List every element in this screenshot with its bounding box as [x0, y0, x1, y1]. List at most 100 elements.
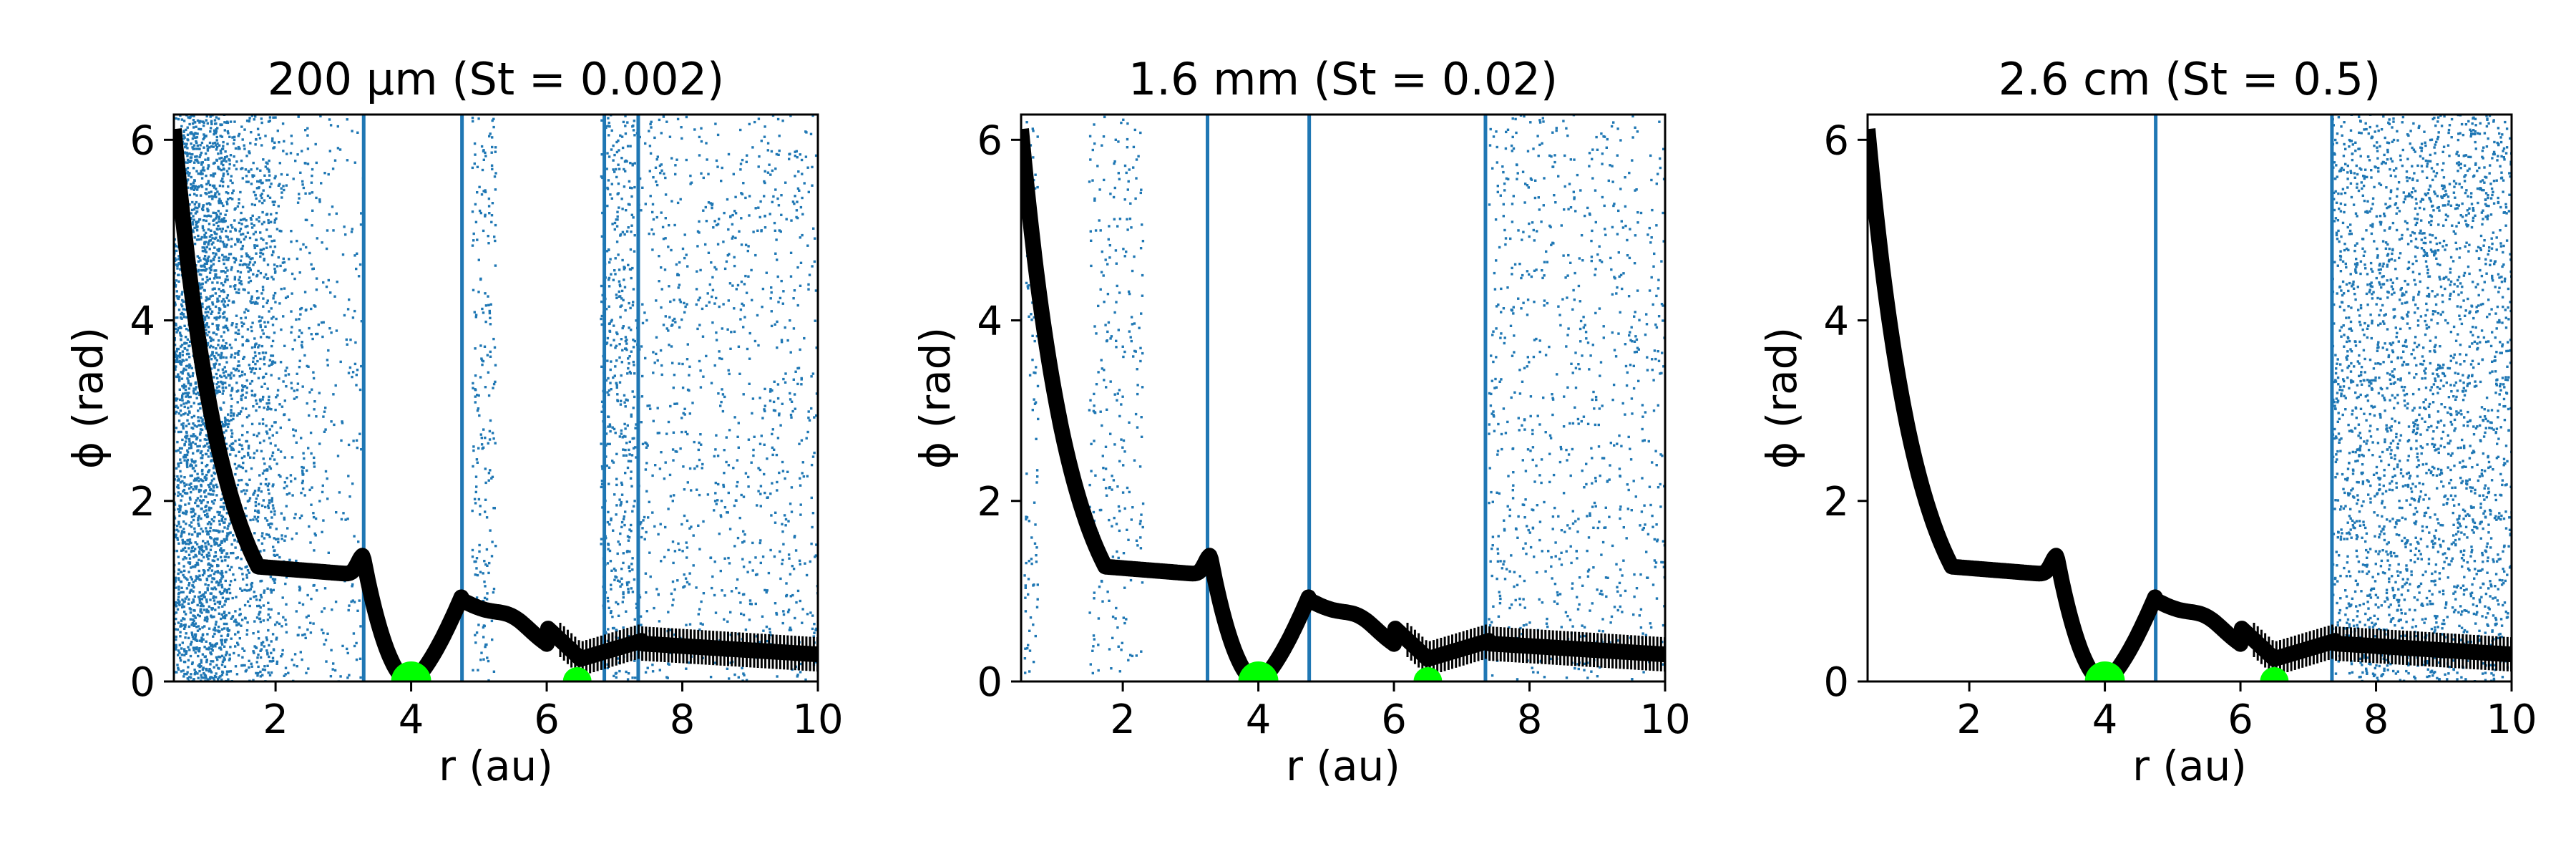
particle-point: [492, 437, 495, 440]
particle-point: [230, 446, 233, 449]
particle-point: [339, 675, 342, 678]
particle-point: [243, 311, 246, 314]
particle-point: [241, 177, 244, 180]
particle-point: [630, 485, 633, 487]
particle-point: [204, 445, 207, 447]
particle-point: [608, 523, 611, 526]
particle-point: [723, 594, 726, 597]
particle-point: [187, 160, 190, 163]
particle-point: [188, 443, 191, 446]
particle-point: [344, 233, 347, 236]
particle-point: [182, 623, 185, 627]
particle-point: [183, 576, 186, 579]
particle-point: [298, 366, 301, 369]
particle-point: [187, 387, 191, 390]
particle-point: [213, 376, 215, 379]
particle-point: [625, 610, 628, 613]
particle-point: [218, 385, 220, 388]
particle-point: [198, 445, 201, 447]
particle-point: [181, 359, 184, 361]
particle-point: [716, 243, 720, 246]
particle-point: [255, 244, 259, 247]
particle-point: [282, 315, 285, 318]
particle-point: [218, 311, 220, 314]
particle-point: [213, 626, 216, 629]
particle-point: [220, 577, 223, 580]
particle-point: [494, 442, 497, 445]
particle-point: [278, 403, 281, 406]
particle-point: [620, 157, 623, 160]
particle-point: [229, 179, 232, 182]
particle-point: [723, 267, 727, 271]
particle-point: [648, 551, 651, 554]
particle-point: [256, 359, 259, 363]
particle-point: [286, 173, 289, 176]
particle-point: [203, 229, 205, 232]
particle-point: [328, 213, 331, 216]
particle-point: [208, 146, 211, 149]
particle-point: [727, 228, 730, 231]
particle-point: [313, 532, 316, 535]
particle-point: [298, 588, 301, 592]
particle-point: [192, 184, 195, 187]
particle-point: [187, 447, 191, 450]
particle-point: [622, 299, 625, 301]
particle-point: [355, 384, 358, 387]
particle-point: [184, 456, 187, 459]
particle-point: [196, 188, 199, 191]
particle-point: [223, 437, 226, 440]
particle-point: [306, 218, 308, 222]
particle-point: [781, 460, 784, 464]
particle-point: [197, 563, 200, 566]
particle-point: [220, 344, 224, 347]
particle-point: [810, 496, 813, 500]
particle-point: [758, 155, 761, 158]
particle-point: [675, 158, 678, 161]
particle-point: [222, 389, 225, 392]
particle-point: [488, 212, 491, 215]
particle-point: [220, 408, 223, 411]
particle-point: [247, 281, 250, 284]
particle-point: [205, 495, 208, 498]
particle-point: [797, 170, 800, 173]
particle-point: [196, 160, 199, 162]
particle-point: [312, 377, 316, 380]
particle-point: [216, 127, 219, 130]
particle-point: [291, 272, 294, 276]
particle-point: [192, 646, 195, 649]
particle-point: [182, 134, 185, 137]
particle-point: [203, 555, 205, 559]
particle-point: [217, 324, 220, 327]
particle-point: [262, 619, 265, 622]
particle-point: [715, 503, 718, 505]
particle-point: [624, 472, 627, 475]
particle-point: [218, 612, 220, 615]
particle-point: [182, 605, 185, 608]
particle-point: [192, 414, 196, 417]
particle-point: [811, 525, 814, 529]
particle-point: [268, 437, 271, 440]
particle-point: [210, 545, 213, 548]
particle-point: [482, 150, 485, 152]
particle-point: [358, 432, 361, 435]
particle-point: [270, 671, 273, 674]
particle-point: [253, 118, 255, 121]
particle-point: [360, 212, 363, 215]
particle-point: [205, 545, 208, 548]
particle-point: [188, 152, 191, 155]
particle-point: [610, 273, 613, 276]
particle-point: [205, 183, 208, 185]
particle-point: [221, 515, 225, 518]
particle-point: [618, 168, 621, 170]
particle-point: [474, 634, 477, 636]
particle-point: [278, 473, 280, 477]
particle-point: [182, 308, 185, 311]
particle-point: [207, 543, 210, 545]
particle-point: [217, 344, 220, 346]
particle-point: [222, 356, 225, 359]
particle-point: [698, 359, 701, 363]
particle-point: [686, 481, 689, 484]
particle-point: [261, 398, 264, 401]
particle-point: [224, 256, 228, 258]
particle-point: [794, 549, 798, 552]
